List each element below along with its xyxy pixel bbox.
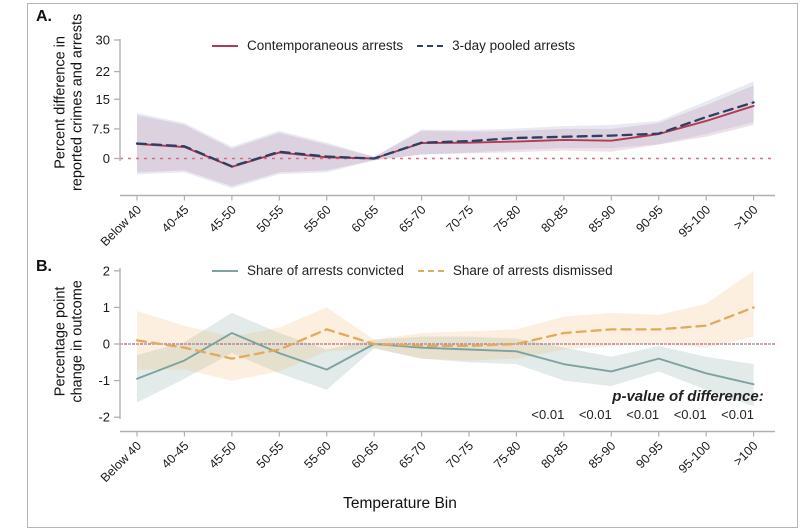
panel_a-x-tick-label-0: Below 40 [98,203,144,249]
panel_a-x-tick-label-13: >100 [731,203,761,233]
panel_a-x-tick-label-9: 80-85 [538,203,571,236]
panel-b-y-axis-title-line1: Percentage point [52,286,69,397]
panel_b-series-line-0 [136,332,755,386]
panel_b-x-tick-label-11: 90-95 [633,439,666,472]
panel-a-legend-item-contemporaneous: Contemporaneous arrests [212,38,403,53]
panel_b-x-tick-label-9: 80-85 [538,439,571,472]
x-axis-title: Temperature Bin [343,495,457,512]
panel_b-band-0 [137,312,754,407]
panel-a-y-axis-title: Percent difference in reported crimes an… [53,0,88,205]
panel-a-legend-label-1: Contemporaneous arrests [247,38,404,53]
panel_b-y-tick-label-2: 0 [103,337,110,352]
panel_b-x-tick-label-4: 55-60 [301,439,334,472]
panel_b-x-tick-label-12: 95-100 [676,439,713,476]
orange-dashed-line-swatch-icon [417,269,444,272]
panel-b-legend-item-convicted: Share of arrests convicted [212,263,404,278]
panel_b-annotation-pvalue-2: <0.01 [626,407,659,422]
panel-b-legend-label-2: Share of arrests dismissed [452,263,613,278]
panel_b-band-1 [137,270,754,381]
panel_a-y-tick-label-0: 30 [96,33,110,48]
panel_a-x-tick-label-4: 55-60 [301,203,334,236]
panel_a-x-tick-label-3: 50-55 [254,203,287,236]
panel_b-annotation-pvalue-0: <0.01 [531,407,564,422]
panel_a-y-tick-label-1: 22 [96,64,110,79]
navy-dashed-line-swatch-icon [417,44,444,47]
panel-b-label: B. [36,258,52,275]
panel_b-x-tick-label-10: 85-90 [586,439,619,472]
panel-b-legend-label-1: Share of arrests convicted [247,263,404,278]
panel_a-x-tick-label-8: 75-80 [491,203,524,236]
red-solid-line-swatch-icon [212,44,238,47]
panel_b-y-tick-label-4: -2 [98,410,110,425]
panel_a-y-tick-label-2: 15 [96,92,110,107]
panel_b-y-tick-label-1: 1 [103,300,110,315]
panel_b-annotation-pvalue-3: <0.01 [674,407,707,422]
panel_b-y-tick-label-0: 2 [103,263,110,278]
panel_b-x-tick-label-0: Below 40 [98,439,144,485]
panel_a-y-tick-label-4: 0 [103,151,110,166]
panel_a-series-line-1 [135,101,755,168]
panel_b-x-tick-label-1: 40-45 [159,439,192,472]
panel_a-x-tick-label-5: 60-65 [349,203,382,236]
panel-a-label: A. [36,8,52,25]
panel_a-x-tick-label-12: 95-100 [676,203,713,240]
panel_b-annotation-title: p-value of difference: [611,388,763,405]
panel_b-x-tick-label-3: 50-55 [254,439,287,472]
panel-a-legend-item-pooled: 3-day pooled arrests [417,38,575,53]
panel-b-y-axis-title-line2: change in outcome [70,280,86,403]
panel-b-legend-item-dismissed: Share of arrests dismissed [417,263,613,278]
panel-a-y-axis-title-line1: Percent difference in [52,36,69,169]
panel_a-x-tick-label-2: 45-50 [206,203,239,236]
panel_b-x-tick-label-13: >100 [731,439,761,469]
panel_a-band-1 [137,81,754,189]
panel_b-x-tick-label-5: 60-65 [349,439,382,472]
panel-a-y-axis-title-line2: reported crimes and arrests [70,13,86,192]
figure-frame [27,3,798,528]
panel_b-x-tick-label-8: 75-80 [491,439,524,472]
teal-solid-line-swatch-icon [212,269,238,272]
panel_a-x-tick-label-7: 70-75 [444,203,477,236]
panel_a-x-tick-label-1: 40-45 [159,203,192,236]
panel-a-legend-label-2: 3-day pooled arrests [452,38,576,53]
panel_b-series-line-1 [135,306,755,360]
panel_b-x-tick-label-2: 45-50 [206,439,239,472]
panel_a-x-tick-label-11: 90-95 [633,203,666,236]
panel_a-x-tick-label-6: 65-70 [396,203,429,236]
panel_b-y-tick-label-3: -1 [98,373,110,388]
panel-b-y-axis-title: Percentage point change in outcome [53,238,88,444]
panel_a-y-tick-label-3: 7.5 [92,121,110,136]
panel-b-legend: Share of arrests convicted Share of arre… [212,263,613,278]
panel-a-legend: Contemporaneous arrests 3-day pooled arr… [212,38,575,53]
panel_b-x-tick-label-6: 65-70 [396,439,429,472]
panel_a-band-0 [137,85,754,187]
panel_b-annotation-pvalue-1: <0.01 [579,407,612,422]
panel_a-x-tick-label-10: 85-90 [586,203,619,236]
panel_b-annotation-pvalue-4: <0.01 [721,407,754,422]
panel_b-x-tick-label-7: 70-75 [444,439,477,472]
